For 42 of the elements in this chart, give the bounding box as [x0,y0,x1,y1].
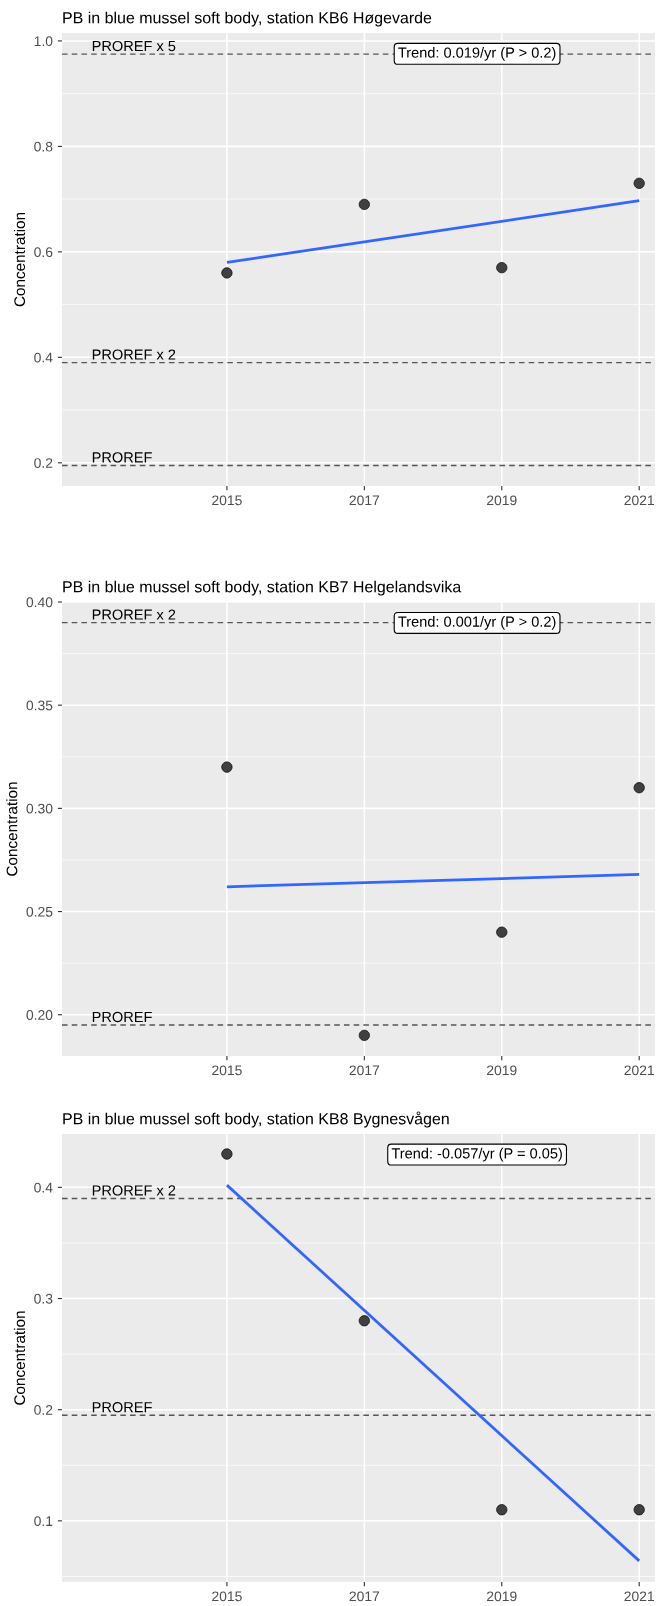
x-tick-label: 2017 [349,1591,380,1602]
annotation: Trend: -0.057/yr (P = 0.05) [391,1147,562,1162]
x-tick-label: 2017 [349,1065,380,1076]
annotation: Trend: 0.001/yr (P > 0.2) [398,616,556,630]
y-tick-label: 0.2 [34,1405,53,1415]
x-tick-label: 2019 [487,495,517,506]
y-tick-label: 0.30 [26,803,53,814]
y-tick-label: 0.4 [34,352,53,363]
ref-line-label: PROREF x 2 [92,349,176,360]
y-tick-label: 0.6 [34,247,53,258]
ref-line-label: PROREF [92,452,152,463]
chart-title: PB in blue mussel soft body, station KB6 Høgevarde [63,11,432,27]
ref-line-label: PROREF x 2 [92,1185,176,1196]
ref-line-label: PROREF x 2 [92,609,176,620]
y-tick-label: 0.40 [26,597,53,608]
y-tick-label: 0.8 [34,141,53,152]
ref-line-label: PROREF [92,1402,152,1413]
y-tick-label: 0.3 [34,1293,53,1304]
y-tick-label: 0.20 [26,1010,53,1020]
annotation: Trend: 0.019/yr (P > 0.2) [398,47,556,61]
y-tick-label: 0.2 [34,458,53,468]
x-tick-label: 2015 [212,1591,242,1602]
x-tick-label: 2019 [487,1591,517,1602]
y-tick-label: 0.25 [26,906,53,917]
y-axis-title: Concentration [13,1311,26,1405]
x-tick-label: 2019 [487,1065,517,1076]
x-tick-label: 2015 [212,495,242,506]
x-tick-label: 2021 [624,495,654,506]
x-tick-label: 2021 [624,1065,654,1076]
chart-title: PB in blue mussel soft body, station KB7 Helgelandsvika [63,580,462,596]
chart-title: PB in blue mussel soft body, station KB8 Bygnesvågen [63,1111,449,1128]
y-tick-label: 0.4 [34,1182,53,1193]
x-tick-label: 2021 [624,1591,654,1602]
y-tick-label: 0.1 [34,1516,53,1527]
ref-line-label: PROREF x 5 [92,40,176,52]
y-tick-label: 0.35 [26,700,53,711]
y-axis-title: Concentration [13,212,26,307]
x-tick-label: 2017 [349,495,380,506]
y-axis-title: Concentration [6,782,18,876]
y-tick-label: 1.0 [34,36,53,47]
x-tick-label: 2015 [212,1065,242,1076]
ref-line-label: PROREF [92,1011,152,1023]
